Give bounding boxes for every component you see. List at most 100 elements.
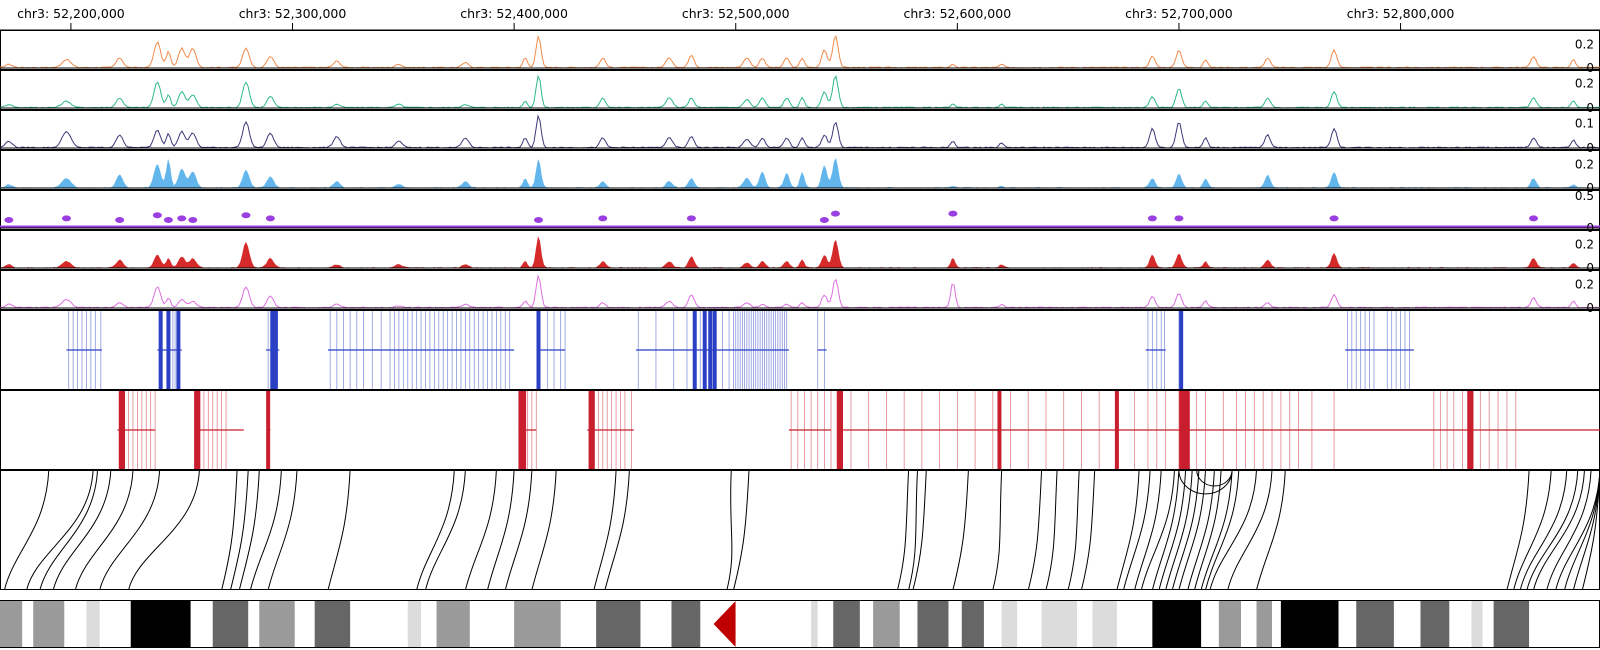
interaction-loop [1178,469,1233,495]
signal-dot [1329,215,1339,222]
ideogram-band [86,601,100,647]
signal-line [0,74,1600,109]
interaction-arc [1165,469,1193,591]
ideogram-band [833,601,860,647]
signal-dot [948,210,958,217]
interaction-arc [1027,469,1043,591]
ideogram-band [811,601,818,647]
signal-axis-label: 0 [1586,141,1594,155]
interaction-arc [1519,469,1568,591]
signal-track: 0.10 [0,110,1600,155]
interaction-arc [1140,469,1175,591]
interaction-arc [504,469,533,591]
interaction-arc [1581,469,1600,591]
ideogram-band [1471,601,1483,647]
ideogram-band [314,601,351,647]
ideogram-band [1356,601,1394,647]
gene-exon-block [708,311,713,389]
interaction-arc [1546,469,1592,591]
interaction-arc [1200,469,1233,591]
gene-track [0,390,1600,470]
gene-exon-block [118,391,123,469]
interaction-arc [897,469,910,591]
gene-exon-block [266,391,271,469]
interaction-arc [230,469,249,591]
signal-axis-label: 0.2 [1575,76,1594,90]
ideogram-band [259,601,295,647]
interaction-arc [1134,469,1162,591]
signal-track-frame [0,190,1600,230]
signal-dot [177,215,187,222]
interaction-arc [1123,469,1151,591]
signal-track: 0.20 [0,70,1600,115]
gene-exon-block [176,311,181,389]
signal-dot [534,217,544,223]
ideogram-band [596,601,641,647]
ruler-tick-label: chr3: 52,800,000 [1347,6,1455,21]
ideogram-band [671,601,701,647]
interaction-arc [733,469,750,591]
signal-dot [819,217,829,223]
interaction-arc [99,469,161,591]
ideogram-centromere [713,601,736,647]
interaction-arc [1151,469,1180,591]
signal-dot [241,212,251,219]
interaction-arc [267,469,298,591]
interaction-arc [221,469,238,591]
ideogram-band [33,601,65,647]
gene-exon-block [1183,391,1188,469]
gene-exon-block [588,391,593,469]
interaction-arc [1194,469,1222,591]
signal-dot [265,215,275,222]
signal-dot [830,210,840,217]
signal-axis-label: 0 [1586,261,1594,275]
ideogram-band [961,601,984,647]
signal-axis-label: 0 [1586,181,1594,195]
signal-area [0,236,1600,268]
signal-track-frame [0,110,1600,150]
ruler-tick-label: chr3: 52,500,000 [682,6,790,21]
signal-track-frame [0,70,1600,110]
interaction-arc [1256,469,1286,591]
signal-track: 0.20 [0,150,1600,195]
interaction-arc [238,469,260,591]
signal-axis-label: 0 [1586,221,1594,235]
gene-exon-block [196,391,201,469]
interaction-arc [1205,469,1240,591]
interaction-arc [1067,469,1080,591]
interaction-arc [1555,469,1600,591]
interaction-arc [1158,469,1187,591]
arcs-frame [0,470,1600,590]
ideogram-band [1152,601,1202,647]
signal-axis-label: 0 [1586,301,1594,315]
signal-track: 0.20 [0,270,1600,315]
signal-dot [1147,215,1157,222]
interaction-arc [3,469,50,591]
signal-dot [115,217,125,223]
interaction-arc [327,469,351,591]
interaction-arc [992,469,1003,591]
interaction-arc [1513,469,1552,591]
signal-dot [152,212,162,219]
gene-exon-block [536,311,541,389]
gene-exon-block [1185,391,1190,469]
ideogram-band [212,601,249,647]
ruler-tick-label: chr3: 52,200,000 [17,6,125,21]
interaction-arc [1506,469,1530,591]
gene-track [0,310,1600,390]
gene-exon-block [1181,391,1186,469]
ideogram-band [1256,601,1273,647]
ideogram-band [514,601,561,647]
coordinate-ruler: chr3: 52,200,000 chr3: 52,300,000 chr3: 52… [0,6,1600,31]
signal-dot [1174,215,1184,222]
interaction-arc [1533,469,1585,591]
interaction-arc [487,469,515,591]
interaction-arc [912,469,927,591]
signal-dot [1529,215,1539,222]
ideogram-band [873,601,900,647]
interaction-arc [1526,469,1579,591]
interaction-arc [726,469,733,591]
gene-exon-block [1467,391,1472,469]
interaction-arc [416,469,455,591]
